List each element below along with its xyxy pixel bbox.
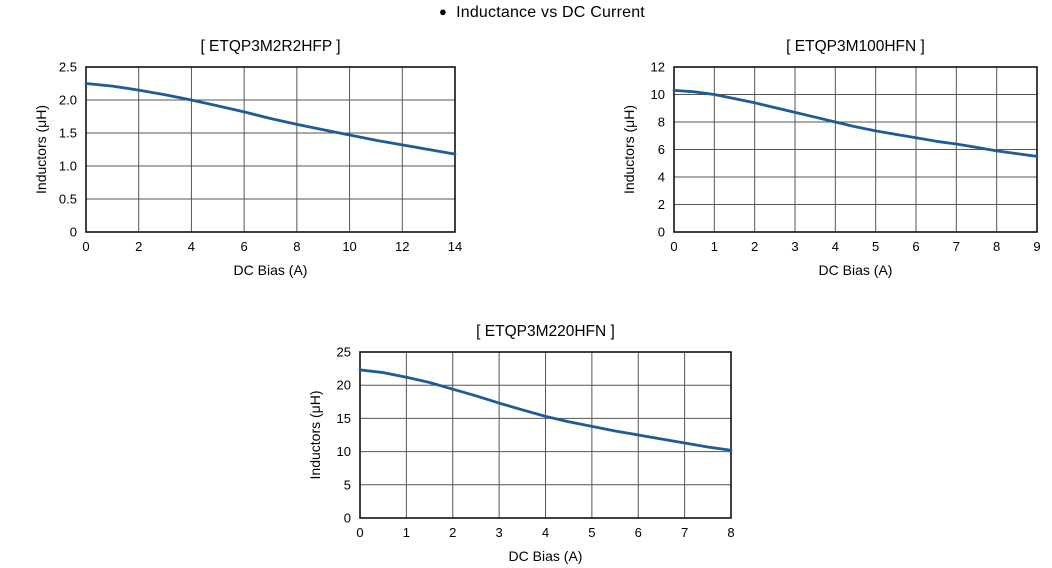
x-tick-label: 2 — [449, 525, 456, 540]
plot-border — [85, 66, 456, 233]
x-tick-label: 6 — [241, 239, 248, 254]
x-tick-label: 0 — [82, 239, 89, 254]
x-tick-label: 4 — [542, 525, 549, 540]
chart-canvas: 0 2 4 6 8 10 12 14 0 0.5 1.0 1.5 2.0 2.5 DC Bias (A) In… — [33, 60, 462, 279]
chart-etqp3m2r2hfp: [ ETQP3M2R2HFP ] 0 2 4 6 8 10 12 14 0 0.5 1.0 1.5 2.… — [30, 36, 467, 280]
x-tick-label: 3 — [496, 525, 503, 540]
y-axis-label: Inductors (μH) — [307, 391, 323, 480]
chart-canvas: 0 1 2 3 4 5 6 7 8 0 5 10 15 20 25 DC Bias (A) Inductors … — [307, 345, 735, 565]
curve-line — [84, 82, 457, 156]
x-tick-label: 8 — [293, 239, 300, 254]
y-tick-label: 2.0 — [59, 93, 77, 108]
y-tick-label: 2.5 — [59, 60, 77, 75]
x-tick-label: 3 — [791, 239, 798, 254]
plot-border — [359, 351, 732, 519]
plot-border — [673, 66, 1038, 233]
chart-title: [ ETQP3M100HFN ] — [786, 38, 925, 55]
x-tick-label: 6 — [635, 525, 642, 540]
page-title: ● Inductance vs DC Current — [0, 4, 1052, 22]
y-tick-label: 0 — [344, 511, 351, 526]
y-tick-label: 0.5 — [59, 192, 77, 207]
y-tick-label: 12 — [651, 60, 665, 75]
x-tick-label: 9 — [1033, 239, 1040, 254]
x-tick-label: 14 — [448, 239, 462, 254]
x-tick-label: 7 — [953, 239, 960, 254]
y-tick-label: 25 — [337, 345, 351, 360]
x-tick-label: 7 — [681, 525, 688, 540]
x-tick-label: 6 — [912, 239, 919, 254]
x-tick-label: 1 — [403, 525, 410, 540]
y-tick-label: 1.5 — [59, 126, 77, 141]
y-tick-label: 1.0 — [59, 159, 77, 174]
page-title-text: Inductance vs DC Current — [456, 4, 645, 21]
y-tick-label: 20 — [337, 378, 351, 393]
x-tick-label: 8 — [993, 239, 1000, 254]
x-tick-label: 4 — [832, 239, 839, 254]
y-tick-label: 15 — [337, 411, 351, 426]
x-axis-label: DC Bias (A) — [819, 262, 893, 278]
x-axis-label: DC Bias (A) — [234, 262, 308, 278]
y-axis-label: Inductors (μH) — [33, 105, 49, 194]
y-tick-label: 8 — [658, 115, 665, 130]
x-axis-label: DC Bias (A) — [509, 548, 583, 564]
x-tick-label: 12 — [395, 239, 409, 254]
x-tick-label: 2 — [751, 239, 758, 254]
y-tick-label: 5 — [344, 477, 351, 492]
y-tick-label: 10 — [337, 444, 351, 459]
y-tick-label: 2 — [658, 197, 665, 212]
x-tick-label: 10 — [342, 239, 356, 254]
chart-title: [ ETQP3M220HFN ] — [476, 323, 615, 340]
x-tick-label: 1 — [711, 239, 718, 254]
x-tick-label: 0 — [356, 525, 363, 540]
x-tick-label: 2 — [135, 239, 142, 254]
chart-etqp3m220hfn: [ ETQP3M220HFN ] 0 1 2 3 4 5 6 7 8 0 5 10 15 20 25 DC B… — [304, 321, 743, 566]
curve-line — [672, 89, 1039, 158]
bullet-icon: ● — [439, 4, 448, 19]
y-tick-label: 6 — [658, 142, 665, 157]
y-tick-label: 0 — [658, 225, 665, 240]
x-tick-label: 5 — [872, 239, 879, 254]
x-tick-label: 0 — [670, 239, 677, 254]
curve-line — [358, 368, 733, 452]
chart-etqp3m100hfn: [ ETQP3M100HFN ] 0 1 2 3 4 5 6 7 8 9 0 2 4 6 8 10 12 DC B… — [618, 36, 1049, 280]
x-tick-label: 8 — [727, 525, 734, 540]
y-tick-label: 0 — [70, 225, 77, 240]
x-tick-label: 4 — [188, 239, 195, 254]
y-axis-label: Inductors (μH) — [621, 105, 637, 194]
chart-title: [ ETQP3M2R2HFP ] — [200, 38, 341, 55]
y-tick-label: 4 — [658, 170, 665, 185]
x-tick-label: 5 — [588, 525, 595, 540]
y-tick-label: 10 — [651, 87, 665, 102]
